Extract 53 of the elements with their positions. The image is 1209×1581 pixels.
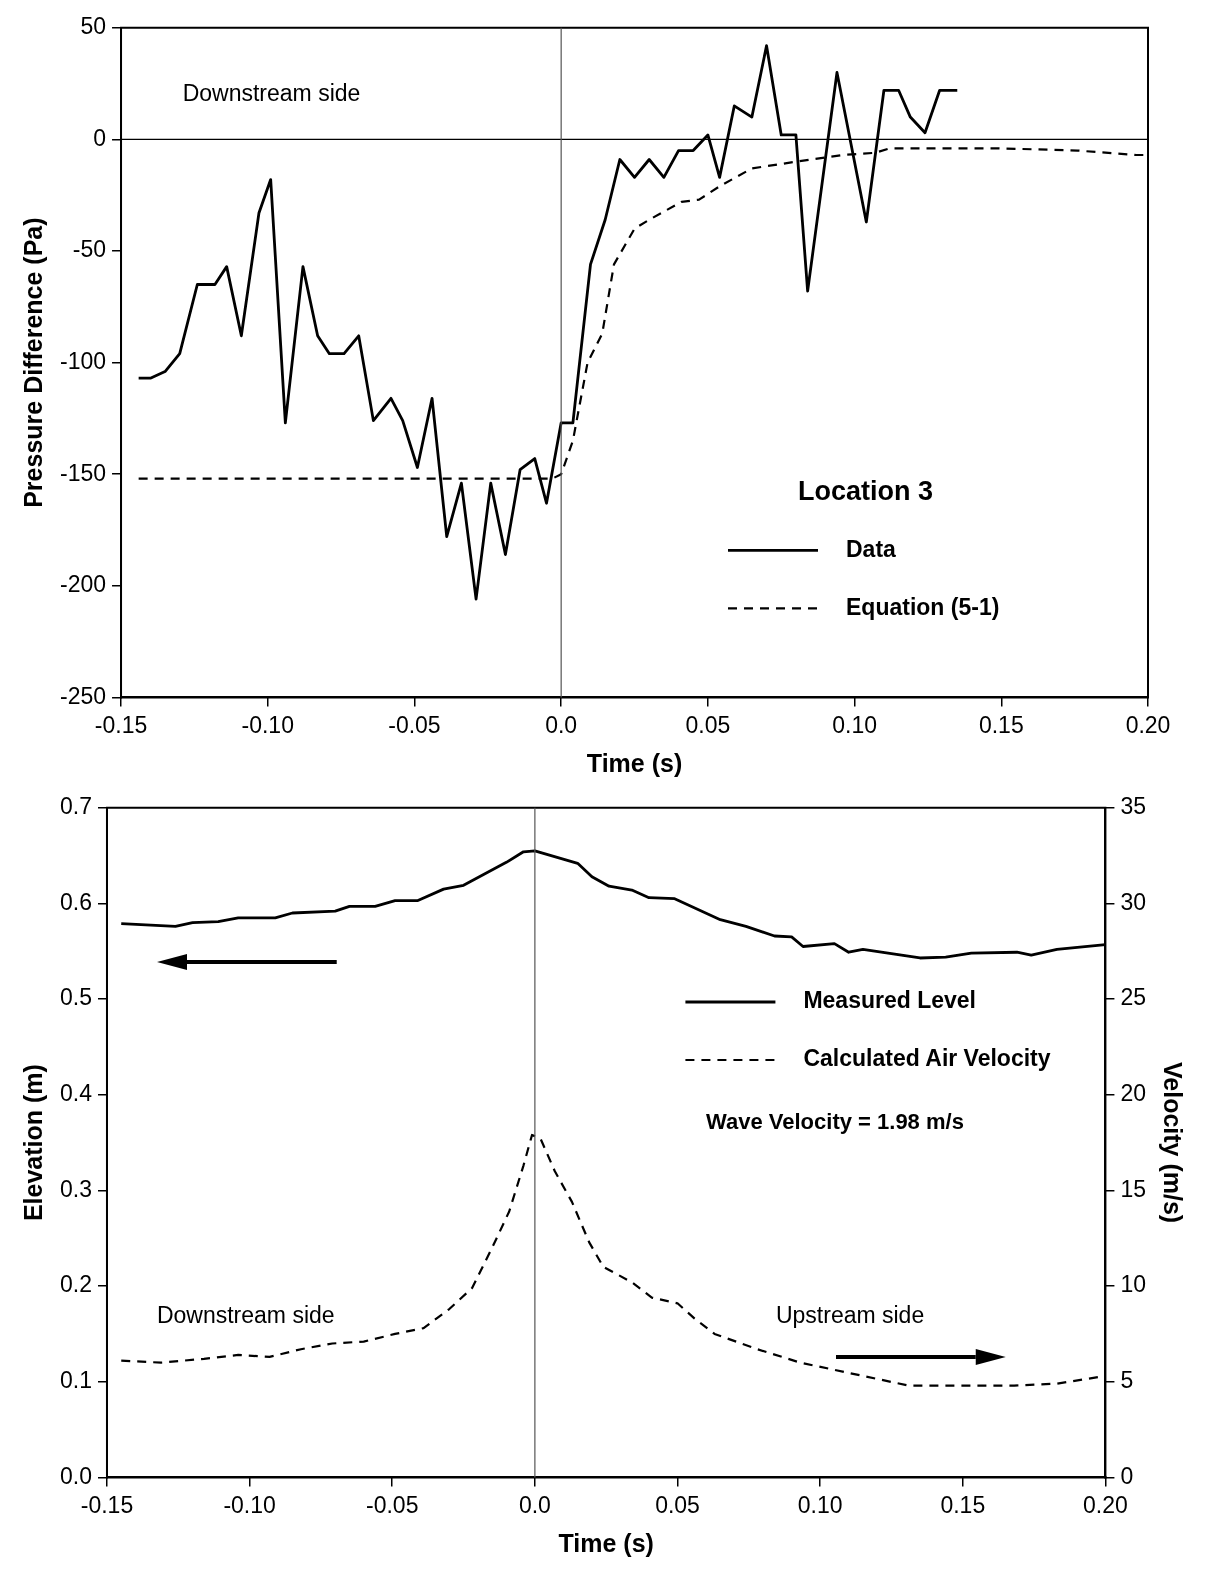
x-tick-label: 0.20 (1125, 711, 1171, 738)
x-tick-label: -0.15 (80, 1491, 134, 1518)
legend-title: Location 3 (798, 475, 934, 506)
x-tick-label: -0.10 (223, 1491, 276, 1518)
x-tick-label: 0.20 (1083, 1491, 1128, 1518)
y2-tick-label: 35 (1120, 793, 1147, 820)
x-tick-label: 0.05 (655, 1491, 700, 1518)
annotation: Downstream side (156, 1302, 335, 1329)
x-tick-label: 0.15 (978, 711, 1024, 738)
y2-tick-label: 25 (1120, 984, 1147, 1011)
x-tick-label: -0.05 (388, 711, 441, 738)
y-tick-label: -250 (59, 682, 107, 709)
y-axis-title: Elevation (m) (18, 1064, 47, 1222)
y-tick-label: 0 (93, 124, 107, 151)
annotation: Downstream side (182, 80, 361, 107)
y2-tick-label: 10 (1120, 1271, 1147, 1298)
x-tick-label: -0.15 (94, 711, 148, 738)
x-tick-label: 0.0 (545, 711, 578, 738)
legend-label: Equation (5-1) (846, 593, 1000, 620)
x-tick-label: 0.15 (940, 1491, 986, 1518)
x-tick-label: 0.0 (518, 1491, 551, 1518)
legend-label: Calculated Air Velocity (803, 1045, 1051, 1072)
y-axis-title: Pressure Difference (Pa) (18, 217, 47, 508)
y2-tick-label: 0 (1120, 1462, 1134, 1489)
x-tick-label: 0.10 (832, 711, 877, 738)
y-tick-label: 0.5 (59, 984, 92, 1011)
x-axis-title: Time (s) (586, 748, 683, 777)
y-tick-label: 50 (80, 13, 107, 40)
y2-tick-label: 15 (1120, 1175, 1147, 1202)
y-tick-label: -100 (59, 347, 107, 374)
y-tick-label: 0.2 (59, 1271, 92, 1298)
x-tick-label: -0.05 (366, 1491, 419, 1518)
y-tick-label: 0.0 (59, 1462, 92, 1489)
legend-label: Data (846, 535, 897, 562)
y-tick-label: -150 (59, 459, 107, 486)
x-axis-title: Time (s) (558, 1528, 654, 1557)
y-tick-label: 0.6 (59, 888, 92, 915)
y2-axis-title: Velocity (m/s) (1159, 1062, 1188, 1224)
y-tick-label: 0.4 (59, 1080, 93, 1107)
y2-tick-label: 30 (1120, 888, 1147, 915)
y2-tick-label: 5 (1120, 1367, 1134, 1394)
y-tick-label: 0.7 (59, 793, 92, 820)
y-tick-label: 0.3 (59, 1175, 92, 1202)
x-tick-label: 0.05 (685, 711, 731, 738)
y-tick-label: 0.1 (59, 1367, 92, 1394)
annotation: Upstream side (775, 1302, 925, 1329)
legend-label: Measured Level (803, 987, 977, 1014)
x-tick-label: 0.10 (797, 1491, 843, 1518)
y-tick-label: -50 (72, 236, 107, 263)
annotation: Wave Velocity = 1.98 m/s (706, 1108, 964, 1134)
y2-tick-label: 20 (1120, 1080, 1147, 1107)
x-tick-label: -0.10 (241, 711, 294, 738)
y-tick-label: -200 (59, 571, 107, 598)
